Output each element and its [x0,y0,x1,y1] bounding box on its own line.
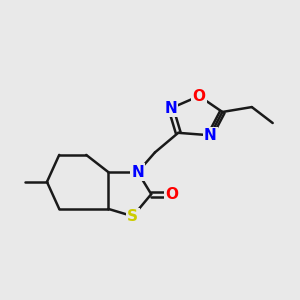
Text: O: O [193,88,206,104]
Text: S: S [127,209,138,224]
Text: N: N [131,165,144,180]
Text: N: N [164,101,177,116]
Text: N: N [204,128,217,143]
Text: O: O [166,187,178,202]
